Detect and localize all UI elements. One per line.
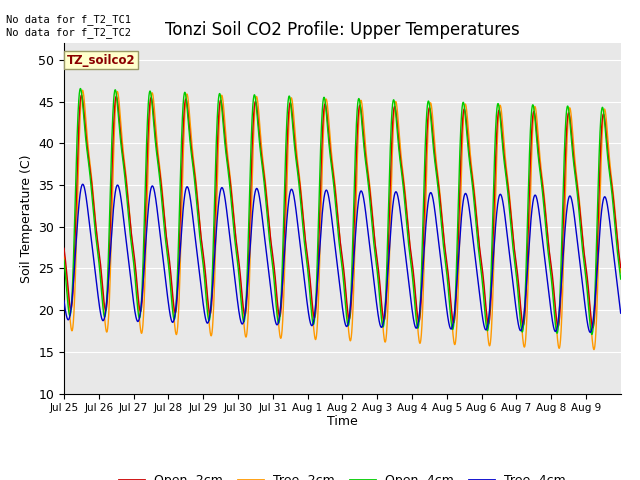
Y-axis label: Soil Temperature (C): Soil Temperature (C) <box>20 154 33 283</box>
Legend: Open -2cm, Tree -2cm, Open -4cm, Tree -4cm: Open -2cm, Tree -2cm, Open -4cm, Tree -4… <box>115 469 570 480</box>
Text: TZ_soilco2: TZ_soilco2 <box>67 54 136 67</box>
Title: Tonzi Soil CO2 Profile: Upper Temperatures: Tonzi Soil CO2 Profile: Upper Temperatur… <box>165 21 520 39</box>
Text: No data for f_T2_TC1
No data for f_T2_TC2: No data for f_T2_TC1 No data for f_T2_TC… <box>6 14 131 38</box>
X-axis label: Time: Time <box>327 415 358 428</box>
